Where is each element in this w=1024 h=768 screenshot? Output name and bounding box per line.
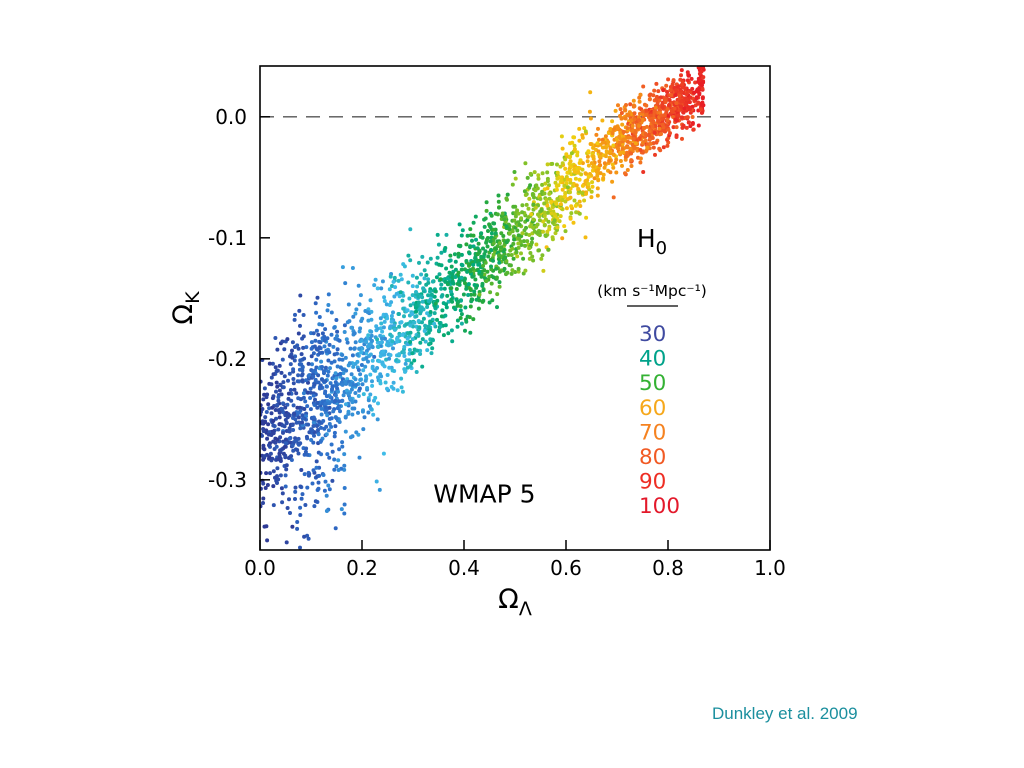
svg-text:0.2: 0.2	[346, 556, 378, 580]
svg-text:0.0: 0.0	[244, 556, 276, 580]
legend-entry-h0-80: 80	[639, 445, 666, 470]
svg-text:-0.1: -0.1	[208, 226, 247, 250]
legend-entry-h0-70: 70	[639, 420, 666, 445]
scatter-points	[260, 66, 706, 550]
citation: Dunkley et al. 2009	[712, 704, 858, 723]
legend-entry-h0-60: 60	[639, 396, 666, 421]
svg-text:-0.3: -0.3	[208, 468, 247, 492]
axes: 0.0 0.2 0.4 0.6 0.8 1.0 0.0 -0.1 -0.2 -0.3	[208, 105, 786, 580]
x-axis-label: ΩΛ	[498, 584, 532, 620]
legend-entry-h0-30: 30	[639, 322, 666, 347]
svg-text:0.4: 0.4	[448, 556, 480, 580]
wmap5-annotation: WMAP 5	[433, 479, 535, 508]
y-axis-label: ΩK	[168, 291, 204, 325]
legend-title: H0	[637, 224, 667, 259]
svg-text:0.0: 0.0	[215, 105, 247, 129]
svg-text:1.0: 1.0	[754, 556, 786, 580]
legend-entry-h0-100: 100	[639, 494, 680, 519]
legend-units: (km s⁻¹Mpc⁻¹)	[597, 282, 707, 300]
svg-text:0.8: 0.8	[652, 556, 684, 580]
svg-text:0.6: 0.6	[550, 556, 582, 580]
plot-frame	[259, 65, 771, 551]
legend-entry-h0-50: 50	[639, 371, 666, 396]
legend-entry-h0-90: 90	[639, 470, 666, 495]
legend-entry-h0-40: 40	[639, 347, 666, 372]
svg-text:-0.2: -0.2	[208, 347, 247, 371]
